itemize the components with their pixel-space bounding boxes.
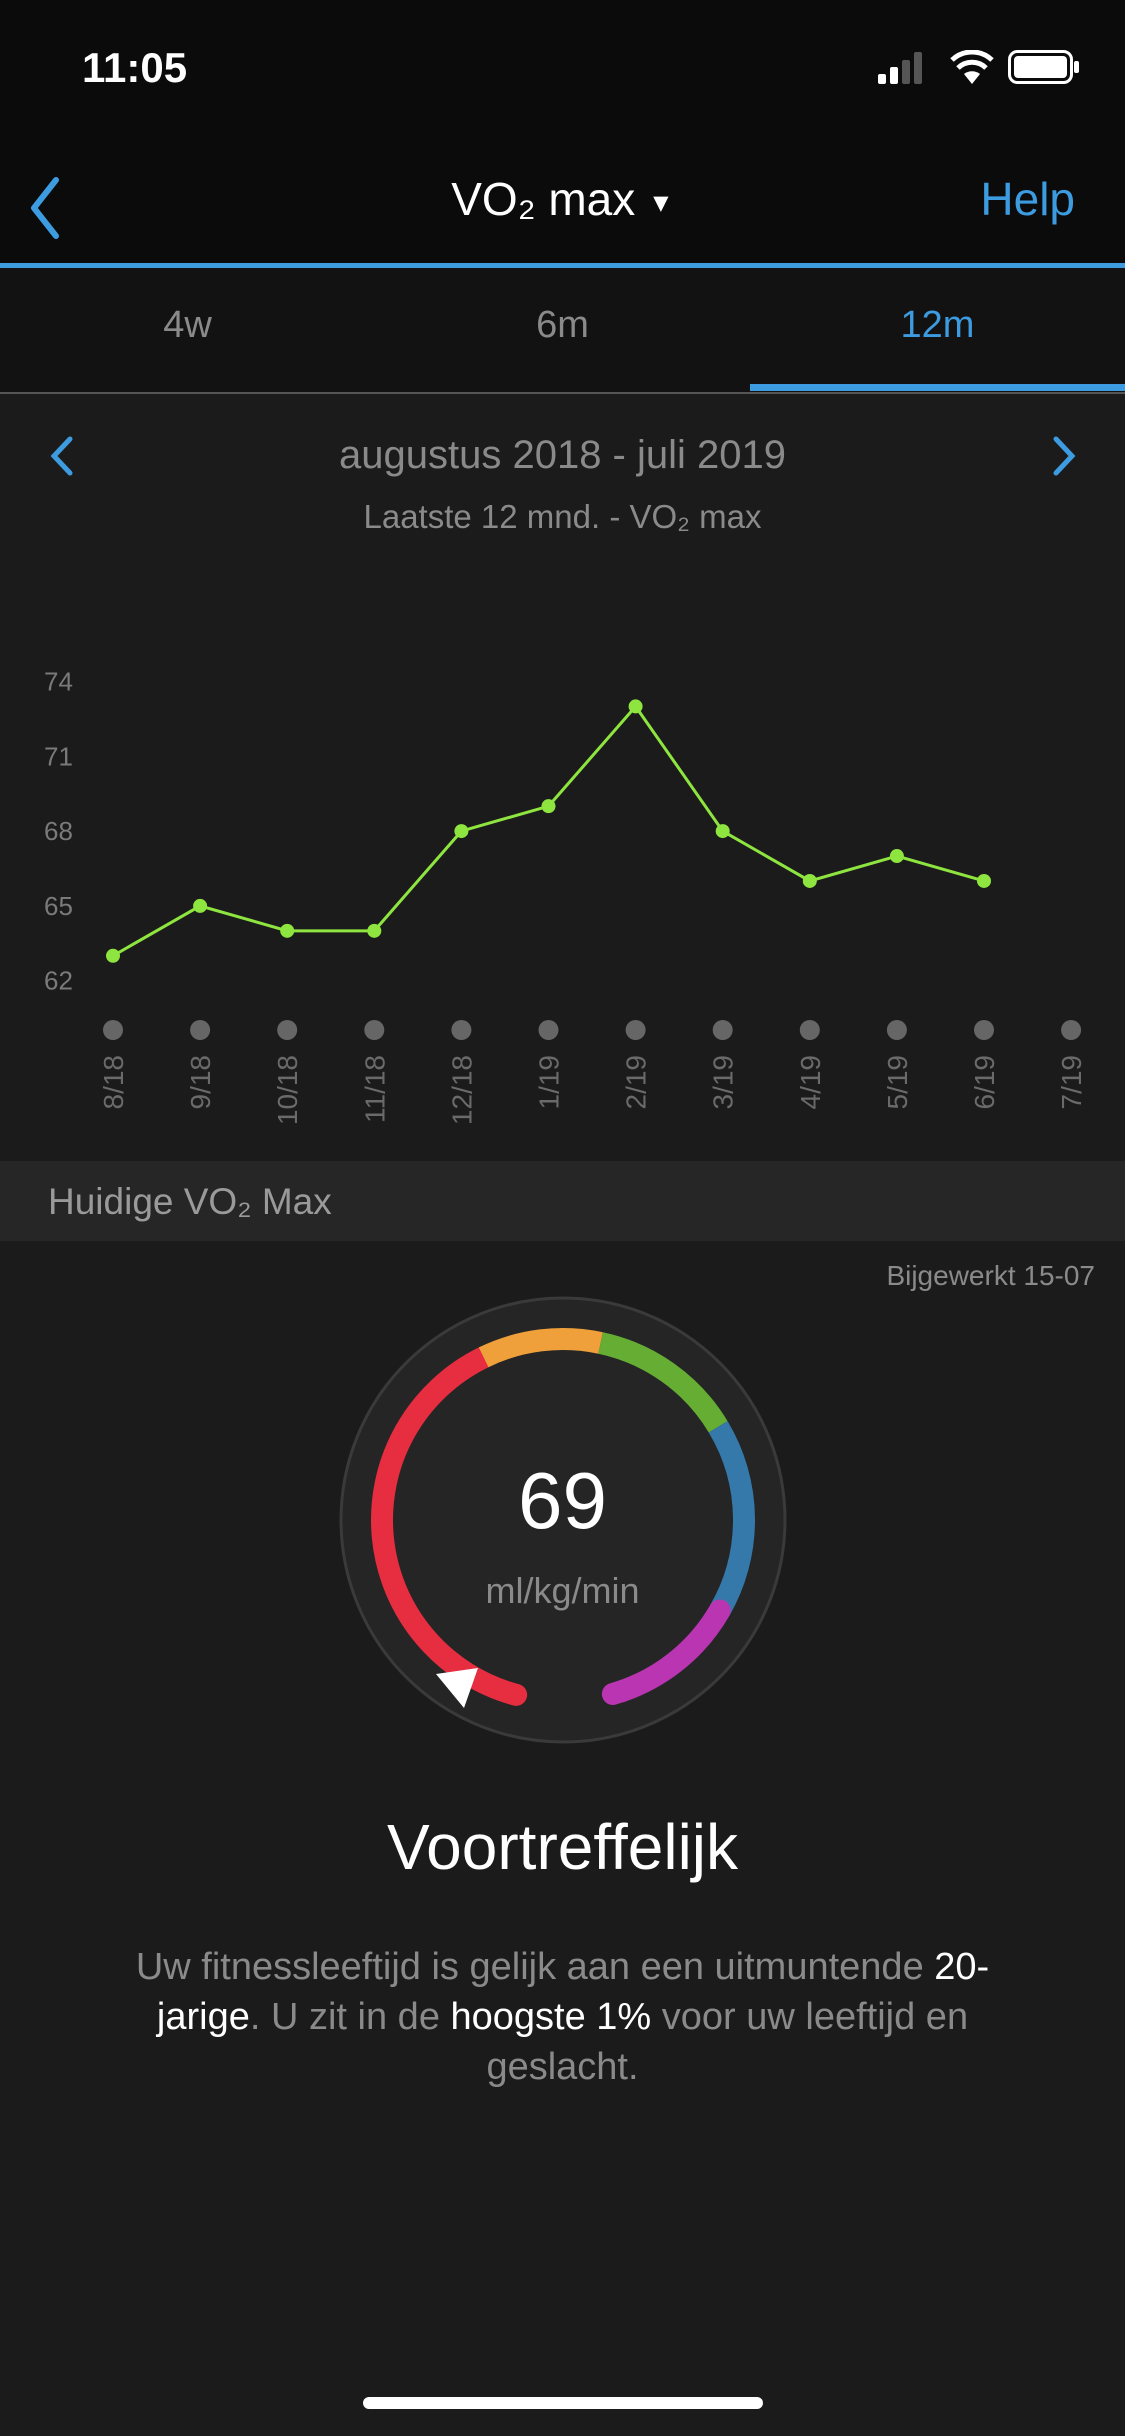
data-point: [715, 824, 730, 839]
x-tick-label: 4/19: [795, 1055, 826, 1110]
page-title: VO₂ max: [451, 173, 636, 225]
x-tick-label: 11/18: [359, 1055, 390, 1123]
x-tick-label: 8/18: [98, 1055, 129, 1110]
range-tabs: 4w 6m 12m: [0, 268, 1125, 394]
y-tick-label: 71: [44, 741, 73, 771]
wifi-icon: [950, 50, 994, 84]
x-tick-label: 7/19: [1056, 1055, 1087, 1110]
section-header: Huidige VO₂ Max: [0, 1161, 1125, 1241]
x-tick-label: 5/19: [882, 1055, 913, 1110]
x-tick-label: 6/19: [969, 1055, 1000, 1110]
tab-12m[interactable]: 12m: [900, 304, 975, 346]
x-tick-dot: [364, 1020, 385, 1040]
nav-bar: VO₂ max ▼ Help: [0, 140, 1125, 264]
x-tick-dot: [538, 1020, 559, 1040]
x-tick-dot: [451, 1020, 472, 1040]
data-point: [889, 849, 904, 864]
gauge-segment: [708, 1421, 755, 1616]
gauge-segment: [598, 1332, 728, 1433]
data-point: [977, 873, 991, 888]
x-tick-label: 2/19: [621, 1055, 652, 1110]
data-point: [454, 824, 469, 839]
y-tick-label: 62: [44, 966, 73, 996]
x-tick-dot: [974, 1020, 994, 1040]
next-period-button[interactable]: [1050, 433, 1080, 479]
vo2-line-chart: 74 71 68 65 62 8/18 9/18 10/18 11/18 12/18 1/19 2/1…: [44, 667, 1087, 1126]
updated-label: Bijgewerkt 15-07: [886, 1260, 1095, 1291]
y-tick-label: 68: [44, 816, 73, 846]
period-subtitle: Laatste 12 mnd. - VO₂ max: [363, 498, 762, 535]
data-point: [541, 799, 556, 814]
prev-period-button[interactable]: [46, 433, 76, 479]
description-text: voor uw leeftijd en geslacht.: [486, 1996, 969, 2088]
description-text: . U zit in de: [249, 1996, 451, 2038]
rating-description: Uw fitnessleeftijd is gelijk aan een uit…: [90, 1942, 1035, 2092]
x-tick-dot: [712, 1020, 733, 1040]
metric-selector[interactable]: VO₂ max ▼: [0, 172, 1125, 226]
x-tick-dot: [277, 1020, 298, 1040]
description-highlight: 20-jarige: [156, 1946, 990, 2038]
status-bar: 11:05: [0, 0, 1125, 140]
y-tick-label: 65: [44, 891, 73, 921]
x-tick-label: 3/19: [708, 1055, 739, 1110]
x-tick-label: 9/18: [185, 1055, 216, 1110]
description-text: Uw fitnessleeftijd is gelijk aan een uit…: [135, 1946, 935, 1988]
gauge-ring: [339, 1296, 787, 1744]
tab-4w[interactable]: 4w: [163, 304, 212, 346]
rating-label: Voortreffelijk: [387, 1811, 738, 1883]
header-divider: [0, 263, 1125, 268]
description-highlight: hoogste 1%: [450, 1996, 652, 2038]
tab-6m[interactable]: 6m: [536, 304, 589, 346]
data-point: [193, 898, 208, 913]
y-tick-label: 74: [44, 667, 73, 697]
back-button[interactable]: [24, 176, 64, 240]
data-point: [367, 923, 382, 938]
vo2-gauge: [339, 1296, 787, 1744]
gauge-segment: [371, 1346, 528, 1706]
signal-icon: [878, 52, 922, 84]
x-tick-label: 1/19: [534, 1055, 565, 1110]
gauge-segment: [601, 1599, 731, 1705]
data-point: [280, 923, 295, 938]
data-point: [628, 699, 643, 714]
x-tick-dot: [1061, 1020, 1082, 1040]
x-tick-dot: [799, 1020, 820, 1040]
x-tick-dot: [103, 1020, 123, 1040]
x-tick-dot: [190, 1020, 211, 1040]
caret-down-icon: ▼: [648, 187, 674, 218]
vo2-value: 69: [518, 1456, 607, 1545]
section-title: Huidige VO₂ Max: [48, 1181, 332, 1222]
vo2-unit: ml/kg/min: [485, 1570, 640, 1611]
gauge-segment: [478, 1328, 603, 1368]
gauge-pointer-icon: [436, 1668, 478, 1708]
x-tick-dot: [886, 1020, 907, 1040]
active-tab-indicator: [750, 384, 1125, 391]
data-point: [802, 873, 817, 888]
x-tick-label: 10/18: [272, 1055, 303, 1125]
help-button[interactable]: Help: [980, 173, 1075, 225]
status-time: 11:05: [82, 44, 188, 91]
data-point: [106, 948, 120, 963]
x-tick-label: 12/18: [446, 1055, 477, 1125]
period-title: augustus 2018 - juli 2019: [339, 433, 786, 477]
home-indicator[interactable]: [363, 2397, 763, 2409]
battery-icon: [1008, 50, 1079, 84]
series-line: [112, 704, 985, 958]
x-tick-dot: [625, 1020, 646, 1040]
